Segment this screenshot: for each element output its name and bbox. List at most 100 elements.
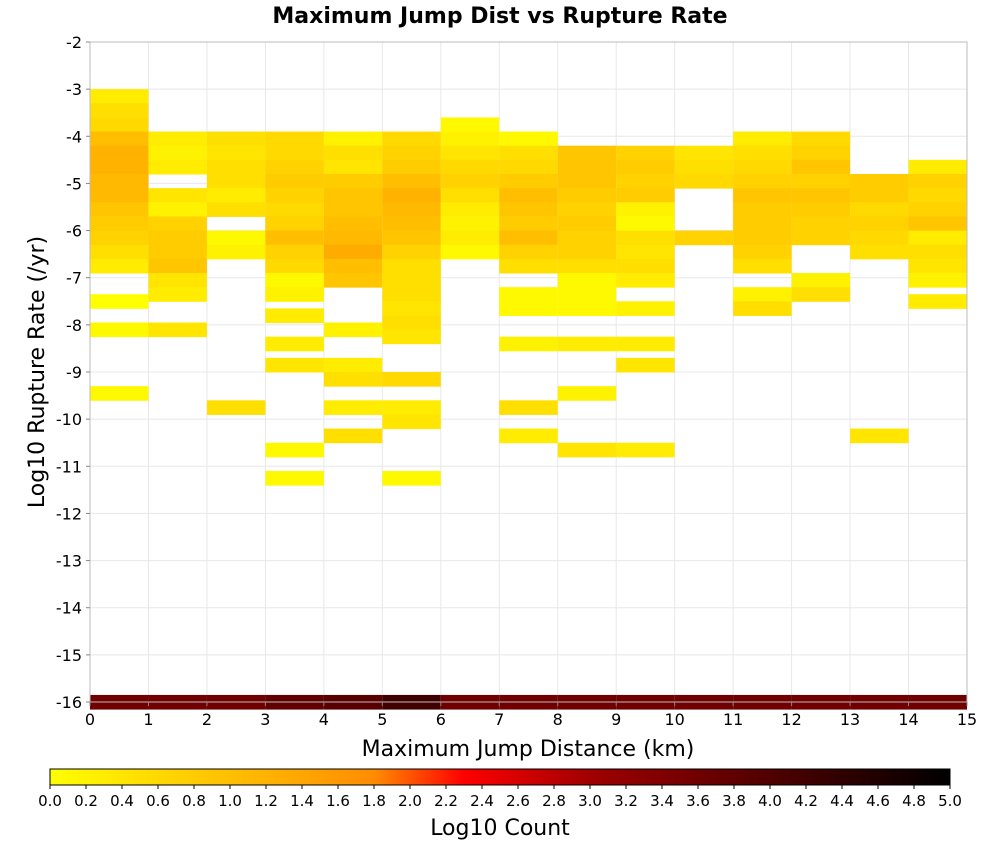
heatmap-cell xyxy=(557,336,617,352)
heatmap-cell xyxy=(674,230,734,246)
heatmap-cell xyxy=(499,131,558,147)
heatmap-cell xyxy=(616,301,675,316)
heatmap-cell xyxy=(616,145,675,161)
heatmap-cell xyxy=(90,103,149,118)
heatmap-cell xyxy=(499,244,558,260)
colorbar-tick-label: 2.0 xyxy=(398,792,422,810)
heatmap-cell xyxy=(90,202,149,217)
heatmap-cell xyxy=(90,174,149,189)
heatmap-cell xyxy=(148,287,207,302)
heatmap-cell xyxy=(733,131,792,147)
heatmap-cell xyxy=(850,244,909,260)
heatmap-cell xyxy=(206,244,266,260)
heatmap-cell xyxy=(850,174,909,189)
colorbar-tick-label: 0.2 xyxy=(74,792,98,810)
colorbar-tick-label: 1.4 xyxy=(290,792,314,810)
heatmap-cell xyxy=(90,89,149,104)
colorbar-tick-label: 0.4 xyxy=(110,792,134,810)
colorbar-tick-label: 0.6 xyxy=(146,792,170,810)
y-axis-label: Log10 Rupture Rate (/yr) xyxy=(25,236,50,508)
y-tick-label: -12 xyxy=(56,504,82,523)
heatmap-cell xyxy=(499,258,558,274)
heatmap-cell xyxy=(382,372,441,387)
heatmap-cell xyxy=(382,301,441,316)
heatmap-cell xyxy=(440,174,500,189)
heatmap-cell xyxy=(557,386,617,401)
colorbar-tick-label: 2.8 xyxy=(542,792,566,810)
y-tick-label: -3 xyxy=(66,80,82,99)
heatmap-cell xyxy=(382,315,441,331)
heatmap-cell xyxy=(148,230,207,246)
heatmap-cell xyxy=(733,174,792,189)
heatmap-cell xyxy=(382,471,441,486)
heatmap-cell xyxy=(382,202,441,217)
heatmap-cell xyxy=(323,322,383,338)
colorbar-tick-label: 4.2 xyxy=(794,792,818,810)
heatmap-cell xyxy=(265,273,324,288)
heatmap-cell xyxy=(323,273,383,288)
y-tick-label: -10 xyxy=(56,410,82,429)
heatmap-cell xyxy=(440,159,500,175)
heatmap-cell xyxy=(791,145,851,161)
heatmap-cell xyxy=(382,273,441,288)
heatmap-cell xyxy=(499,230,558,246)
colorbar-tick-label: 4.0 xyxy=(758,792,782,810)
colorbar-tick-label: 3.4 xyxy=(650,792,674,810)
heatmap-cell xyxy=(90,230,149,246)
heatmap-cell xyxy=(440,117,500,133)
heatmap-cell xyxy=(616,442,675,458)
heatmap-cell xyxy=(791,131,851,147)
heatmap-cell xyxy=(616,188,675,203)
y-tick-label: -5 xyxy=(66,174,82,193)
heatmap-cell xyxy=(90,159,149,175)
heatmap-cell xyxy=(616,336,675,352)
y-tick-label: -11 xyxy=(56,457,82,476)
heatmap-cell xyxy=(557,273,617,288)
heatmap-cell xyxy=(382,400,441,415)
heatmap-cell xyxy=(265,244,324,260)
y-tick-label: -4 xyxy=(66,127,82,146)
heatmap-cell xyxy=(90,131,149,147)
x-tick-label: 12 xyxy=(781,710,801,729)
y-tick-label: -9 xyxy=(66,363,82,382)
heatmap-cell xyxy=(733,258,792,274)
heatmap-cell xyxy=(148,188,207,203)
heatmap-cell xyxy=(265,174,324,189)
heatmap-cell xyxy=(382,329,441,345)
heatmap-cell xyxy=(557,188,617,203)
heatmap-cell xyxy=(440,216,500,232)
heatmap-cell xyxy=(616,357,675,373)
heatmap-cell xyxy=(791,273,851,288)
heatmap-cell xyxy=(440,244,500,260)
colorbar-tick-label: 1.0 xyxy=(218,792,242,810)
heatmap-cell xyxy=(323,131,383,147)
colorbar-tick-label: 4.4 xyxy=(830,792,854,810)
heatmap-cell xyxy=(265,287,324,302)
heatmap-cell xyxy=(382,287,441,302)
heatmap-cell xyxy=(323,216,383,232)
heatmap-cell xyxy=(733,202,792,217)
heatmap-cell xyxy=(206,230,266,246)
heatmap-cell xyxy=(90,188,149,203)
heatmap-cell xyxy=(557,442,617,458)
heatmap-cell xyxy=(557,174,617,189)
heatmap-cell xyxy=(265,258,324,274)
heatmap-cell xyxy=(382,174,441,189)
heatmap-cell xyxy=(323,258,383,274)
heatmap-cell xyxy=(148,131,207,147)
heatmap-cell xyxy=(499,145,558,161)
heatmap-cell xyxy=(557,216,617,232)
colorbar-tick-label: 3.0 xyxy=(578,792,602,810)
heatmap-cell xyxy=(206,131,266,147)
heatmap-cell xyxy=(616,202,675,217)
x-tick-label: 4 xyxy=(319,710,329,729)
heatmap-cell xyxy=(499,301,558,316)
heatmap-cell xyxy=(440,202,500,217)
heatmap-cell xyxy=(499,400,558,415)
heatmap-cell xyxy=(90,216,149,232)
x-tick-label: 2 xyxy=(202,710,212,729)
y-axis-ticks: -2 -3 -4 -5 -6 -7 -8 -9 -10 -11 -12 -13 -14 -15 -16 xyxy=(56,33,90,712)
heatmap-cell xyxy=(323,244,383,260)
heatmap-cell xyxy=(323,174,383,189)
